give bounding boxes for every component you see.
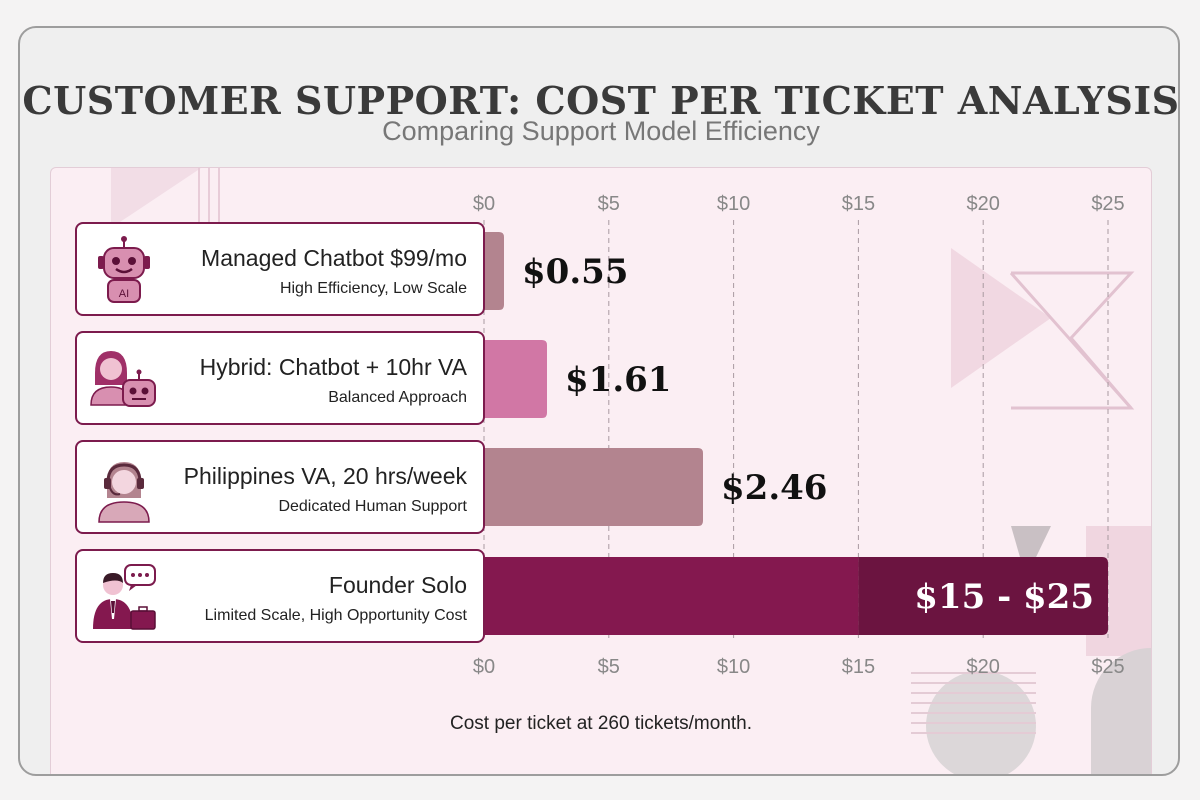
category-name: Managed Chatbot $99/mo	[201, 245, 467, 271]
bar-1	[478, 340, 547, 418]
chart-panel: $0.55 $1.61 $2.46 $15 - $25 $0 $0 $5 $5 $10 $10 $…	[50, 167, 1152, 774]
x-tick-label-bottom: $10	[717, 656, 750, 678]
category-name: Hybrid: Chatbot + 10hr VA	[199, 354, 467, 380]
x-tick-label-top: $25	[1091, 193, 1124, 215]
category-description: Limited Scale, High Opportunity Cost	[204, 607, 467, 624]
category-description: High Efficiency, Low Scale	[279, 280, 467, 297]
x-tick-label-top: $20	[967, 193, 1000, 215]
data-label: $1.61	[565, 360, 671, 400]
robot-ai-icon: AI	[98, 236, 150, 303]
category-description: Dedicated Human Support	[278, 498, 467, 515]
label-card-hybrid: Hybrid: Chatbot + 10hr VA Balanced Appro…	[75, 331, 485, 425]
bar-founder-low	[478, 557, 859, 635]
label-card-va: Philippines VA, 20 hrs/week Dedicated Hu…	[75, 440, 485, 534]
label-card-chatbot: AI Managed Chatbot $99/mo High Efficienc…	[75, 222, 485, 316]
data-label: $2.46	[721, 468, 827, 508]
background-decoration	[111, 168, 1151, 774]
x-tick-label-bottom: $5	[598, 656, 620, 678]
label-card-founder: Founder Solo Limited Scale, High Opportu…	[75, 549, 485, 643]
x-tick-label-bottom: $0	[473, 656, 495, 678]
x-tick-label-top: $15	[842, 193, 875, 215]
category-description: Balanced Approach	[328, 389, 467, 406]
x-tick-label-top: $10	[717, 193, 750, 215]
headset-agent-icon	[98, 462, 150, 523]
x-tick-label-top: $5	[598, 193, 620, 215]
bar-2	[478, 448, 703, 526]
page-title: CUSTOMER SUPPORT: COST PER TICKET ANALYS…	[22, 78, 1180, 123]
x-tick-label-bottom: $15	[842, 656, 875, 678]
founder-with-chat-icon	[93, 564, 156, 630]
data-label: $0.55	[522, 252, 628, 292]
x-tick-label-bottom: $20	[967, 656, 1000, 678]
data-label: $15 - $25	[914, 577, 1094, 617]
cost-bar-chart: $0.55 $1.61 $2.46 $15 - $25 $0 $0 $5 $5 $10 $10 $…	[111, 168, 1151, 774]
x-tick-label-bottom: $25	[1091, 656, 1124, 678]
bar-founder-range	[858, 557, 1108, 635]
category-name: Founder Solo	[328, 572, 467, 598]
person-with-robot-icon	[90, 351, 156, 407]
svg-text:AI: AI	[119, 288, 129, 300]
page-subtitle: Comparing Support Model Efficiency	[382, 116, 820, 146]
chart-footnote: Cost per ticket at 260 tickets/month.	[449, 713, 753, 734]
x-tick-label-top: $0	[473, 193, 495, 215]
category-name: Philippines VA, 20 hrs/week	[183, 463, 467, 489]
infographic-card: CUSTOMER SUPPORT: COST PER TICKET ANALYS…	[18, 26, 1180, 776]
